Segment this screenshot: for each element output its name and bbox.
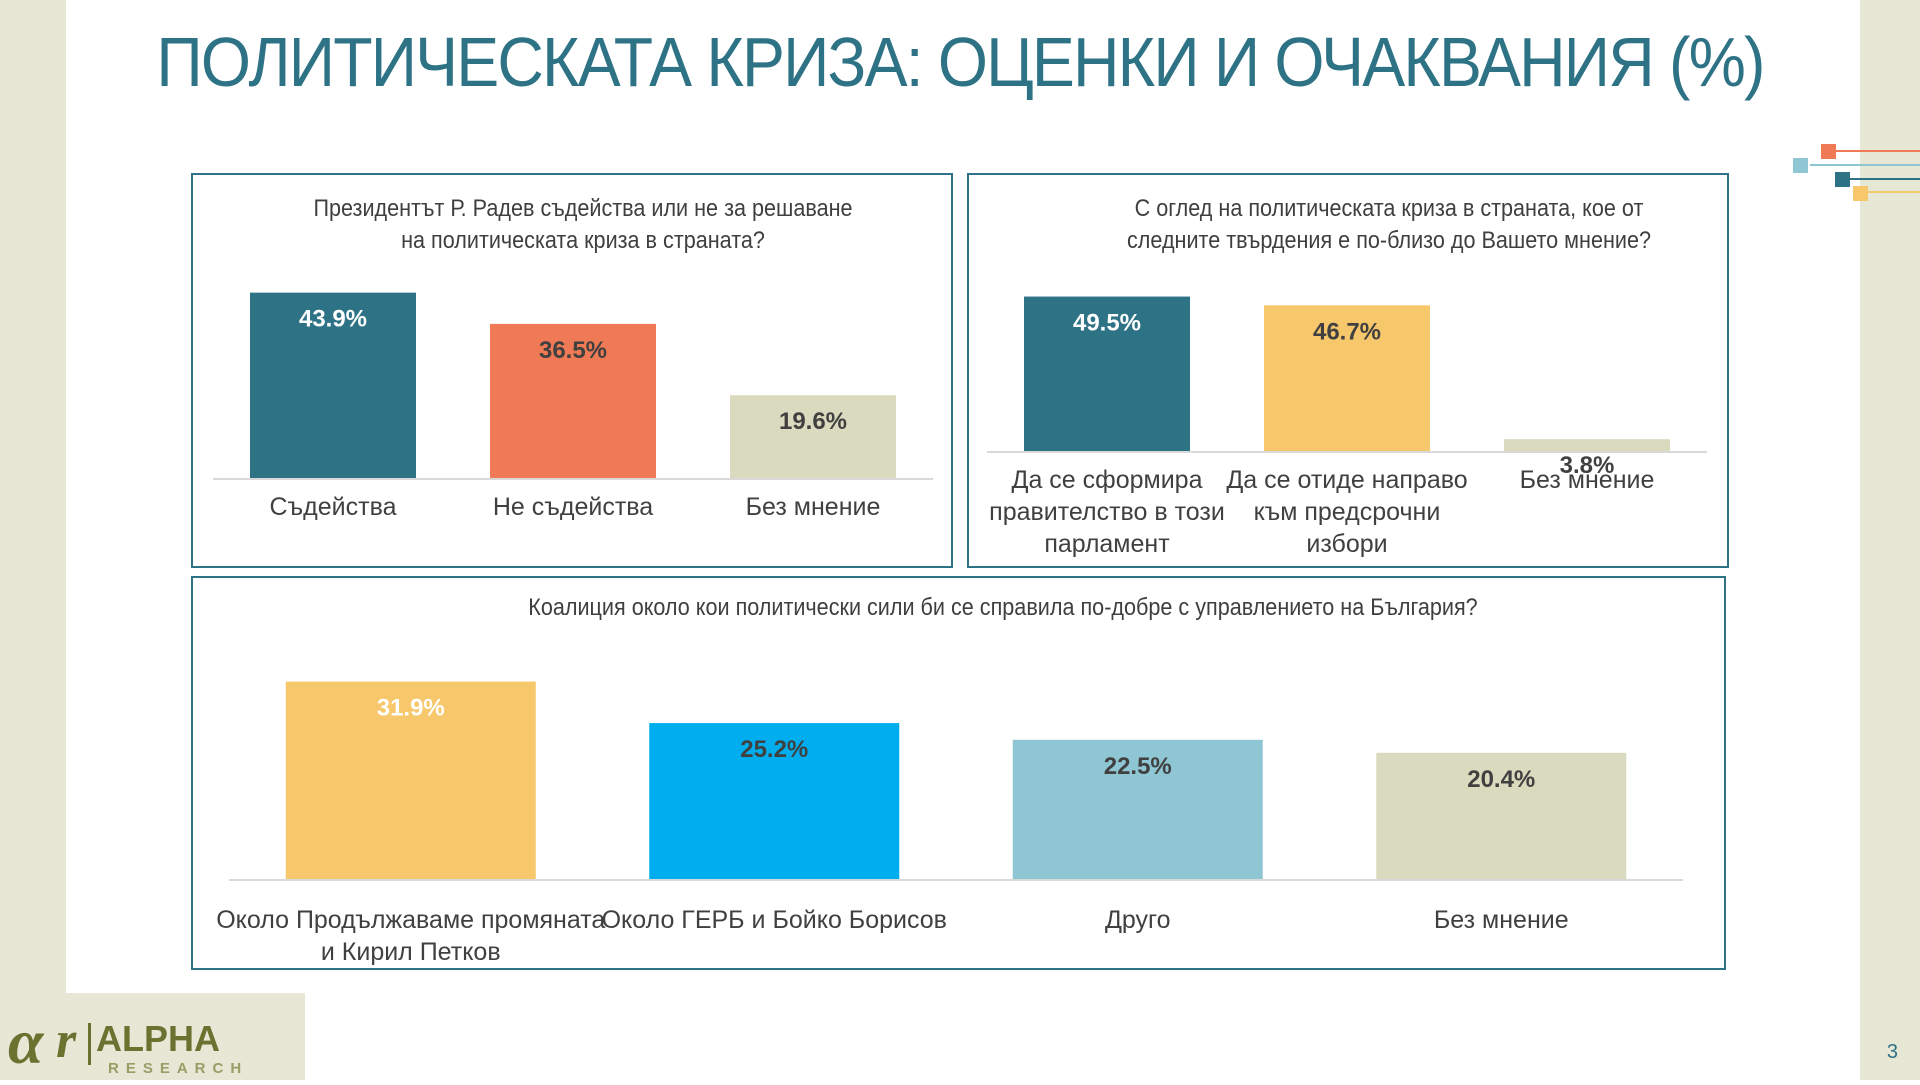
category-label: парламент	[1044, 530, 1170, 558]
category-label: Около ГЕРБ и Бойко Борисов	[602, 906, 947, 934]
category-label: и Кирил Петков	[321, 938, 501, 966]
page-title: ПОЛИТИЧЕСКАТА КРИЗА: ОЦЕНКИ И ОЧАКВАНИЯ …	[156, 23, 1765, 101]
bar	[730, 395, 896, 478]
category-label: Не съдейства	[493, 493, 653, 521]
category-label: Без мнение	[1434, 906, 1569, 934]
chart-question: Коалиция около кои политически сили би с…	[454, 592, 1552, 624]
left-margin-band	[0, 0, 66, 1080]
data-label: 3.8%	[1560, 452, 1615, 479]
category-label: правителство в този	[989, 498, 1225, 526]
logo-sub: RESEARCH	[108, 1060, 248, 1077]
category-label: към предсрочни	[1254, 498, 1441, 526]
alpha-research-logo: α r ALPHA RESEARCH	[0, 993, 305, 1080]
svg-text:r: r	[56, 1012, 77, 1069]
data-label: 25.2%	[740, 736, 808, 763]
chart-panel-coalition: Коалиция около кои политически сили би с…	[191, 576, 1726, 970]
bar	[1376, 752, 1627, 879]
data-label: 22.5%	[1104, 753, 1172, 780]
question-line: на политическата криза в страната?	[401, 227, 765, 254]
data-label: 43.9%	[299, 306, 367, 333]
logo-brand: ALPHA	[96, 1018, 220, 1059]
bar	[285, 681, 536, 879]
category-label: Друго	[1105, 906, 1171, 934]
category-label: Да се отиде направо	[1226, 466, 1467, 494]
chart-panel-president: Президентът Р. Радев съдейства или не за…	[191, 173, 953, 568]
decorative-squares-icon	[1793, 144, 1920, 201]
question-line: Коалиция около кои политически сили би с…	[528, 594, 1478, 621]
data-label: 20.4%	[1467, 766, 1535, 793]
bar	[1264, 305, 1430, 451]
bar-chart: 49.5% Да се сформира правителство в този па…	[987, 296, 1707, 558]
chart-question: Президентът Р. Радев съдейства или не за…	[295, 193, 871, 257]
question-line: Президентът Р. Радев съдейства или не за…	[313, 195, 853, 222]
data-label: 46.7%	[1313, 318, 1381, 345]
data-label: 36.5%	[539, 337, 607, 364]
category-label: Да се сформира	[1012, 466, 1203, 494]
category-label: Съдейства	[270, 493, 397, 521]
bar-chart: 43.9% Съдейства 36.5% Не съдейства 19.6% Без …	[213, 292, 933, 521]
data-label: 31.9%	[377, 695, 445, 722]
logo-mark-icon: α r ALPHA RESEARCH	[8, 1006, 248, 1077]
chart-question: С оглед на политическата криза в странат…	[1101, 193, 1677, 257]
bar	[649, 723, 900, 879]
chart-panel-opinion: С оглед на политическата криза в странат…	[967, 173, 1729, 568]
question-line: следните твърдения е по-близо до Вашето …	[1127, 227, 1651, 254]
category-label: Без мнение	[1520, 466, 1655, 494]
bar	[490, 323, 656, 478]
question-line: С оглед на политическата криза в странат…	[1134, 195, 1644, 222]
category-label: избори	[1306, 530, 1387, 558]
bar-chart: 31.9% Около Продължаваме промяната и Кирил…	[216, 681, 1683, 966]
bar	[250, 292, 416, 478]
page-number: 3	[1886, 1041, 1898, 1063]
data-label: 49.5%	[1073, 310, 1141, 337]
category-label: Без мнение	[746, 493, 881, 521]
data-label: 19.6%	[779, 408, 847, 435]
category-label: Около Продължаваме промяната	[216, 906, 605, 934]
bar	[1012, 739, 1263, 879]
svg-text:α: α	[8, 1006, 45, 1077]
bar	[1504, 439, 1670, 451]
bar	[1024, 296, 1190, 451]
